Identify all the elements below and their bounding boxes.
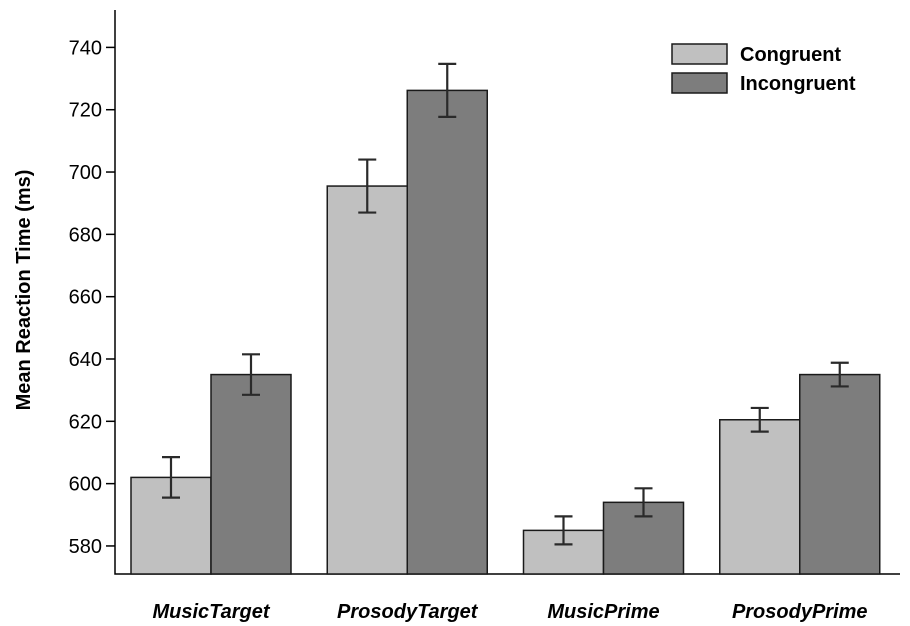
bar-congruent-prosodyprime [719,419,801,575]
legend-swatch [671,43,728,65]
legend-label: Incongruent [740,73,856,95]
x-category-label: ProsodyPrime [732,601,868,623]
error-bar [634,487,653,518]
error-bar [554,515,573,546]
y-tick-label: 740 [69,37,102,59]
error-bar [242,353,260,396]
error-bars [162,62,849,546]
y-tick-label: 580 [69,536,102,558]
legend: Congruent Incongruent [671,43,856,95]
x-category-label: ProsodyTarget [337,601,479,623]
bar-congruent-prosodytarget [326,185,408,575]
y-tick-label: 660 [69,287,102,309]
error-bar [358,158,377,214]
y-tick-label: 640 [69,349,102,371]
y-axis-label: Mean Reaction Time (ms) [13,170,35,411]
bars [130,89,881,575]
error-bar [438,62,457,118]
error-bar [162,456,180,499]
y-tick-label: 620 [69,411,102,433]
bar-incongruent-prosodytarget [406,89,488,575]
x-category-label: MusicTarget [152,601,270,623]
legend-label: Congruent [740,44,841,66]
error-bar [750,406,769,433]
bar-incongruent-musictarget [210,373,292,575]
error-bar [830,361,849,388]
y-tick-label: 720 [69,100,102,122]
legend-swatch [671,72,728,94]
y-tick-label: 600 [69,474,102,496]
y-tick-label: 680 [69,224,102,246]
x-category-label: MusicPrime [547,601,659,623]
bar-incongruent-prosodyprime [799,373,881,575]
y-axis-ticks: 580 600 620 640 660 680 700 720 740 [69,37,115,558]
x-axis-categories: MusicTarget ProsodyTarget MusicPrime Prosod… [152,601,867,623]
y-tick-label: 700 [69,162,102,184]
